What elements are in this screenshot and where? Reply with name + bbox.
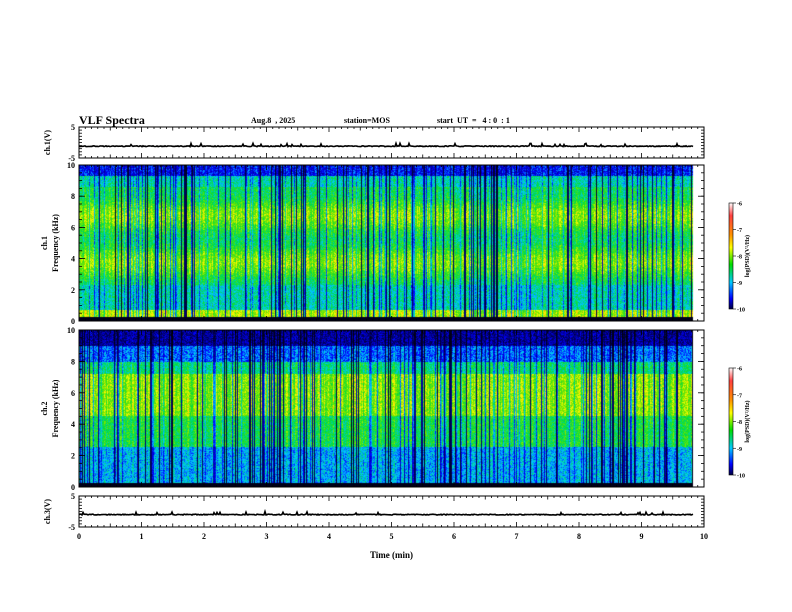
- colorbar-tick-ch2-spectrogram: -10: [737, 474, 745, 480]
- x-tick-label: 5: [390, 532, 394, 541]
- ch3-voltage-trace: [78, 508, 694, 517]
- chart-title: VLF Spectra: [79, 113, 145, 127]
- x-tick-label: 6: [452, 532, 456, 541]
- x-tick-label: 3: [265, 532, 269, 541]
- y-tick-label-ch1-voltage: -5: [68, 154, 75, 163]
- spectrogram-image-ch2: [79, 330, 704, 487]
- colorbar-tick-ch2-spectrogram: -8: [737, 420, 742, 426]
- x-tick-label: 7: [515, 532, 519, 541]
- colorbar-tick-ch1-spectrogram: -7: [737, 228, 742, 234]
- colorbar-ch2-spectrogram: [728, 367, 734, 476]
- y-tick-label-ch2-spectrogram: 0: [71, 483, 75, 492]
- y-tick-label-ch2-spectrogram: 6: [71, 389, 75, 398]
- channel-label-ch1-spectrogram: ch.1: [40, 236, 49, 250]
- x-axis-label: Time (min): [370, 550, 413, 560]
- x-tick-label: 4: [327, 532, 331, 541]
- colorbar-tick-ch2-spectrogram: -7: [737, 393, 742, 399]
- date-label: Aug.8 , 2025: [251, 116, 296, 125]
- spectrogram-image-ch1: [79, 165, 704, 321]
- y-axis-label-ch1-spectrogram: Frequency (kHz): [51, 214, 60, 272]
- colorbar-tick-ch1-spectrogram: -8: [737, 255, 742, 261]
- y-tick-label-ch1-spectrogram: 4: [71, 255, 75, 264]
- x-tick-label: 1: [140, 532, 144, 541]
- y-axis-label-ch1-voltage: ch.1(V): [43, 130, 52, 155]
- y-axis-label-ch2-spectrogram: Frequency (kHz): [51, 379, 60, 437]
- y-tick-label-ch3-voltage: 5: [71, 492, 75, 501]
- y-tick-label-ch1-spectrogram: 0: [71, 317, 75, 326]
- colorbar-label-ch2-spectrogram: log(PSD)(V²/Hz): [744, 400, 751, 442]
- x-tick-label: 10: [700, 532, 708, 541]
- y-tick-label-ch2-spectrogram: 8: [71, 357, 75, 366]
- channel-label-ch2-spectrogram: ch.2: [40, 402, 49, 416]
- y-tick-label-ch1-spectrogram: 6: [71, 223, 75, 232]
- x-tick-label: 0: [77, 532, 81, 541]
- colorbar-tick-ch1-spectrogram: -6: [737, 202, 742, 208]
- y-tick-label-ch2-spectrogram: 10: [67, 326, 75, 335]
- colorbar-tick-ch1-spectrogram: -10: [737, 308, 745, 314]
- x-tick-label: 8: [577, 532, 581, 541]
- station-label: station=MOS: [344, 116, 390, 125]
- x-tick-label: 2: [202, 532, 206, 541]
- colorbar-tick-ch2-spectrogram: -6: [737, 367, 742, 373]
- y-axis-label-ch3-voltage: ch.3(V): [43, 499, 52, 524]
- colorbar-ch1-spectrogram: [728, 202, 734, 310]
- y-tick-label-ch1-spectrogram: 2: [71, 286, 75, 295]
- y-tick-label-ch3-voltage: -5: [68, 523, 75, 532]
- y-tick-label-ch2-spectrogram: 2: [71, 452, 75, 461]
- x-tick-label: 9: [640, 532, 644, 541]
- ch1-voltage-trace: [78, 140, 694, 149]
- y-tick-label-ch1-spectrogram: 10: [67, 161, 75, 170]
- colorbar-tick-ch1-spectrogram: -9: [737, 281, 742, 287]
- colorbar-tick-ch2-spectrogram: -9: [737, 447, 742, 453]
- y-tick-label-ch1-spectrogram: 8: [71, 192, 75, 201]
- y-tick-label-ch2-spectrogram: 4: [71, 420, 75, 429]
- y-tick-label-ch1-voltage: 5: [71, 123, 75, 132]
- colorbar-label-ch1-spectrogram: log(PSD)(V²/Hz): [744, 235, 751, 277]
- start-time-label: start UT = 4 : 0 : 1: [437, 116, 510, 125]
